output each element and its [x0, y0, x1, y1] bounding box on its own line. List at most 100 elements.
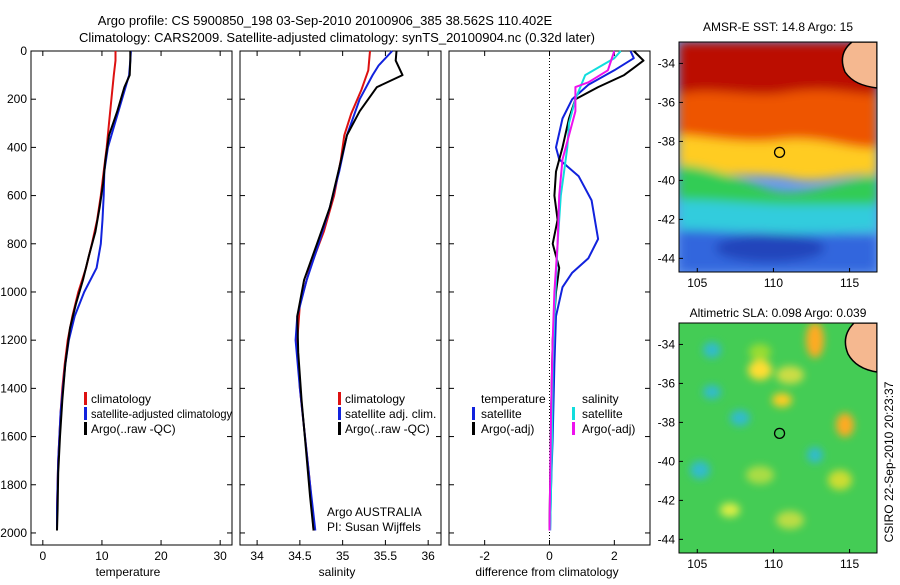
legend-swatch-satellite [84, 407, 87, 420]
y-tick-label: 0 [20, 44, 27, 58]
temperature-panel: 0 10 20 30 0 200 400 600 800 1000 1200 1400 1600 1800… [0, 44, 233, 579]
legend-temperature-heading: temperature [481, 392, 546, 406]
x-tick-label: -2 [479, 549, 490, 563]
legend-swatch-climatology [338, 392, 341, 405]
salinity-panel: 34 34.5 35 35.5 36 salinity climatology sate… [239, 50, 442, 579]
sla-map-panel: Altimetric SLA: 0.098 Argo: 0.039 [658, 306, 878, 571]
series-line-climatology [56, 51, 117, 531]
salinity-xlabel: salinity [319, 565, 356, 579]
temperature-series [56, 50, 132, 531]
legend-swatch-sal-argo [572, 422, 575, 435]
series-line-salinity-satellite [549, 50, 622, 531]
x-tick-label: 35 [336, 549, 350, 563]
series-line-argo-raw-qc [56, 51, 132, 531]
legend-temp-satellite: satellite [481, 407, 522, 421]
x-tick-label: 2 [611, 549, 618, 563]
sla-land-mass [844, 323, 877, 373]
sla-field [679, 323, 877, 553]
legend-sal-satellite: satellite [582, 407, 623, 421]
difference-panel: -2 0 2 difference from climatology tempera… [448, 50, 651, 579]
map-y-tick-label: -38 [658, 134, 676, 148]
map-y-tick-label: -44 [658, 251, 676, 265]
salinity-legend: climatology satellite adj. clim. Argo(..… [338, 392, 436, 436]
map-y-tick-label: -34 [658, 337, 676, 351]
legend-climatology: climatology [345, 392, 405, 406]
sst-map-title: AMSR-E SST: 14.8 Argo: 15 [703, 20, 853, 34]
legend-swatch-argo [84, 422, 87, 435]
map-x-tick-label: 105 [687, 557, 707, 571]
x-tick-label: 0 [39, 549, 46, 563]
y-tick-label: 1200 [0, 333, 27, 347]
sst-field [679, 42, 877, 272]
series-line-salinity-argo-adj [548, 50, 616, 531]
y-tick-label: 1600 [0, 430, 27, 444]
difference-xlabel: difference from climatology [475, 565, 618, 579]
y-tick-label: 600 [7, 189, 27, 203]
figure-title-line2: Climatology: CARS2009. Satellite-adjuste… [79, 30, 595, 45]
map-y-tick-label: -34 [658, 56, 676, 70]
y-tick-label: 1400 [0, 381, 27, 395]
sla-map-frame [678, 322, 878, 554]
difference-series [548, 50, 645, 531]
map-y-tick-label: -40 [658, 454, 676, 468]
difference-ticks: -2 0 2 [449, 50, 650, 563]
x-tick-label: 10 [95, 549, 109, 563]
series-line-temperature-satellite [549, 50, 635, 531]
sla-argo-marker [773, 427, 786, 440]
sst-argo-marker [773, 146, 786, 159]
y-tick-label: 1000 [0, 285, 27, 299]
legend-swatch-temp-satellite [472, 407, 475, 420]
y-tick-label: 400 [7, 140, 27, 154]
salinity-ticks: 34 34.5 35 35.5 36 [240, 50, 441, 563]
x-tick-label: 34.5 [288, 549, 312, 563]
sst-map-ticks: 105 110 115 -34 -36 -38 -40 -42 -44 [658, 56, 860, 290]
x-tick-label: 30 [213, 549, 227, 563]
salinity-axes-frame [239, 50, 442, 546]
y-tick-label: 1800 [0, 478, 27, 492]
map-x-tick-label: 105 [687, 276, 707, 290]
sla-map-title: Altimetric SLA: 0.098 Argo: 0.039 [690, 306, 867, 320]
legend-argo: Argo(..raw -QC) [345, 422, 430, 436]
y-tick-label: 800 [7, 237, 27, 251]
temperature-xlabel: temperature [96, 565, 161, 579]
map-y-tick-label: -36 [658, 376, 676, 390]
legend-argo: Argo(..raw -QC) [91, 422, 176, 436]
series-line-argo-raw-qc [296, 50, 404, 531]
sla-map-ticks: 105 110 115 -34 -36 -38 -40 -42 -44 [658, 337, 860, 571]
map-x-tick-label: 115 [840, 276, 859, 290]
map-y-tick-label: -44 [658, 532, 676, 546]
legend-satellite-adjusted: satellite-adjusted climatology [91, 407, 232, 421]
legend-swatch-climatology [84, 392, 87, 405]
x-tick-label: 34 [250, 549, 264, 563]
csiro-timestamp: CSIRO 22-Sep-2010 20:23:37 [882, 381, 896, 542]
map-y-tick-label: -42 [658, 212, 676, 226]
sst-map-frame [678, 41, 878, 273]
legend-satellite-adj: satellite adj. clim. [345, 407, 436, 421]
map-x-tick-label: 110 [764, 276, 783, 290]
x-tick-label: 20 [154, 549, 168, 563]
y-tick-label: 2000 [0, 526, 27, 540]
sst-map-panel: AMSR-E SST: 14.8 Argo: 15 105 110 115 -34 -3… [658, 20, 878, 290]
legend-swatch-sal-satellite [572, 407, 575, 420]
x-tick-label: 35.5 [374, 549, 398, 563]
difference-legend: temperature satellite Argo(-adj) salinit… [472, 392, 635, 436]
temperature-ticks: 0 10 20 30 0 200 400 600 800 1000 1200 1400 1600 1800… [0, 44, 232, 563]
pi-label: PI: Susan Wijffels [327, 520, 421, 534]
legend-swatch-satellite [338, 407, 341, 420]
legend-sal-argo: Argo(-adj) [582, 422, 635, 436]
temperature-legend: climatology satellite-adjusted climatolo… [84, 392, 232, 436]
legend-temp-argo: Argo(-adj) [481, 422, 534, 436]
map-y-tick-label: -40 [658, 173, 676, 187]
map-x-tick-label: 115 [840, 557, 859, 571]
map-y-tick-label: -42 [658, 493, 676, 507]
legend-swatch-temp-argo [472, 422, 475, 435]
x-tick-label: 0 [546, 549, 553, 563]
map-y-tick-label: -36 [658, 95, 676, 109]
temperature-axes-frame [30, 50, 233, 546]
sst-land-mass [841, 42, 877, 89]
series-line-satellite-adj-clim [294, 50, 393, 531]
y-tick-label: 200 [7, 92, 27, 106]
series-line-satellite-adjusted-climatology [56, 50, 132, 531]
legend-climatology: climatology [91, 392, 151, 406]
